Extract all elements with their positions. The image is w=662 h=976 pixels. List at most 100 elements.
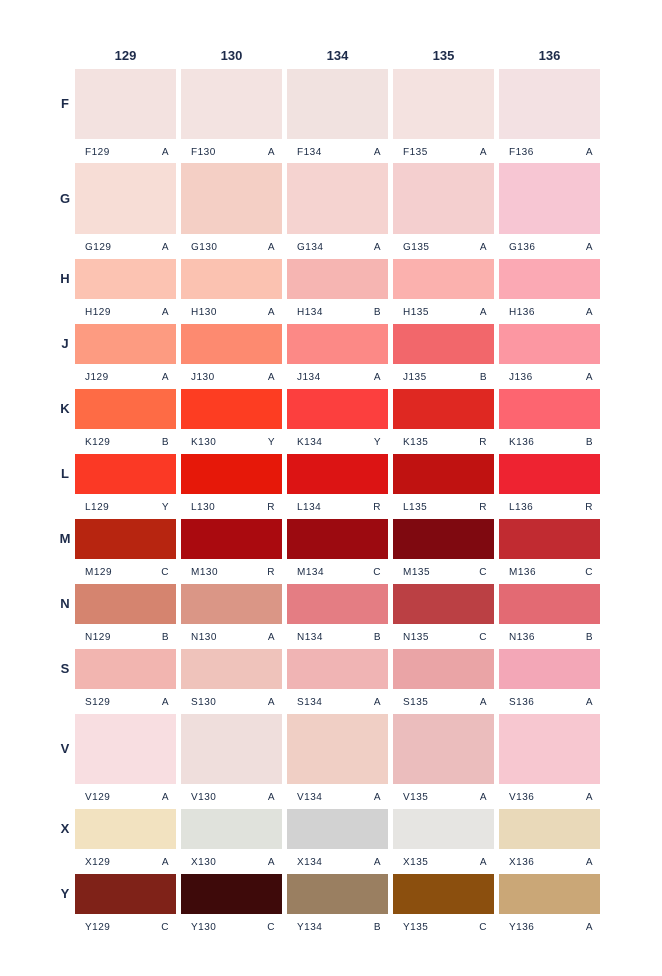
swatch-grade: A [585,372,593,383]
swatch-code: G129 [85,242,112,253]
swatch-grade: A [373,857,381,868]
swatch-grade: A [267,857,275,868]
swatch-code: K134 [297,437,323,448]
swatch-code: F136 [509,147,534,158]
swatch-grade: Y [161,502,169,513]
swatch-code: X136 [509,857,535,868]
swatch-grade: A [585,922,593,933]
swatch-code: V134 [297,792,323,803]
swatch-grade: B [479,372,487,383]
swatch-K134 [287,389,388,429]
swatch-code: S135 [403,697,429,708]
row-letter-J: J [61,336,69,351]
swatch-G136 [499,163,600,234]
swatch-code: L129 [85,502,110,513]
swatch-grade: A [161,697,169,708]
swatch-grade: B [373,307,381,318]
swatch-M134 [287,519,388,559]
swatch-G135 [393,163,494,234]
swatch-Y129 [75,874,176,914]
swatch-Y136 [499,874,600,914]
swatch-H136 [499,259,600,299]
swatch-grade: A [267,147,275,158]
swatch-X134 [287,809,388,849]
swatch-grade: R [479,502,487,513]
column-header-134: 134 [326,48,349,63]
swatch-Y135 [393,874,494,914]
swatch-code: K129 [85,437,111,448]
swatch-grade: A [585,242,593,253]
swatch-G130 [181,163,282,234]
swatch-grade: A [479,147,487,158]
swatch-M130 [181,519,282,559]
swatch-code: V129 [85,792,111,803]
swatch-code: N134 [297,632,323,643]
row-letter-S: S [60,661,70,676]
swatch-code: F130 [191,147,216,158]
swatch-grade: A [585,857,593,868]
swatch-grade: B [585,437,593,448]
column-header-129: 129 [114,48,137,63]
swatch-grade: A [267,242,275,253]
swatch-H135 [393,259,494,299]
swatch-X129 [75,809,176,849]
swatch-Y130 [181,874,282,914]
swatch-code: N129 [85,632,111,643]
swatch-grade: A [373,242,381,253]
swatch-code: J130 [191,372,215,383]
row-letter-K: K [60,401,70,416]
swatch-grade: C [479,922,487,933]
swatch-code: V130 [191,792,217,803]
swatch-G129 [75,163,176,234]
swatch-grade: A [373,372,381,383]
swatch-code: J134 [297,372,321,383]
swatch-code: G135 [403,242,430,253]
swatch-code: K130 [191,437,217,448]
swatch-V136 [499,714,600,784]
swatch-V135 [393,714,494,784]
swatch-code: J129 [85,372,109,383]
swatch-code: M130 [191,567,219,578]
swatch-J136 [499,324,600,364]
swatch-F130 [181,69,282,139]
swatch-code: F129 [85,147,110,158]
swatch-S136 [499,649,600,689]
swatch-H130 [181,259,282,299]
swatch-code: X135 [403,857,429,868]
column-header-135: 135 [432,48,455,63]
swatch-Y134 [287,874,388,914]
swatch-N130 [181,584,282,624]
swatch-grade: A [585,307,593,318]
swatch-code: Y134 [297,922,323,933]
swatch-grade: A [479,792,487,803]
swatch-grade: C [479,567,487,578]
swatch-code: X134 [297,857,323,868]
swatch-code: H134 [297,307,323,318]
swatch-N129 [75,584,176,624]
swatch-H129 [75,259,176,299]
swatch-grade: A [161,857,169,868]
column-header-136: 136 [538,48,561,63]
swatch-code: M135 [403,567,431,578]
swatch-code: L130 [191,502,216,513]
swatch-grade: C [161,922,169,933]
row-letter-H: H [60,271,70,286]
swatch-grade: A [479,697,487,708]
swatch-L130 [181,454,282,494]
swatch-J135 [393,324,494,364]
swatch-grade: B [585,632,593,643]
swatch-L129 [75,454,176,494]
swatch-code: K136 [509,437,535,448]
swatch-grade: A [373,697,381,708]
swatch-code: N136 [509,632,535,643]
swatch-code: V136 [509,792,535,803]
swatch-H134 [287,259,388,299]
swatch-grade: A [585,792,593,803]
row-letter-X: X [60,821,70,836]
swatch-V134 [287,714,388,784]
row-letter-F: F [61,96,69,111]
swatch-code: H129 [85,307,111,318]
row-letter-L: L [61,466,69,481]
swatch-grade: C [479,632,487,643]
